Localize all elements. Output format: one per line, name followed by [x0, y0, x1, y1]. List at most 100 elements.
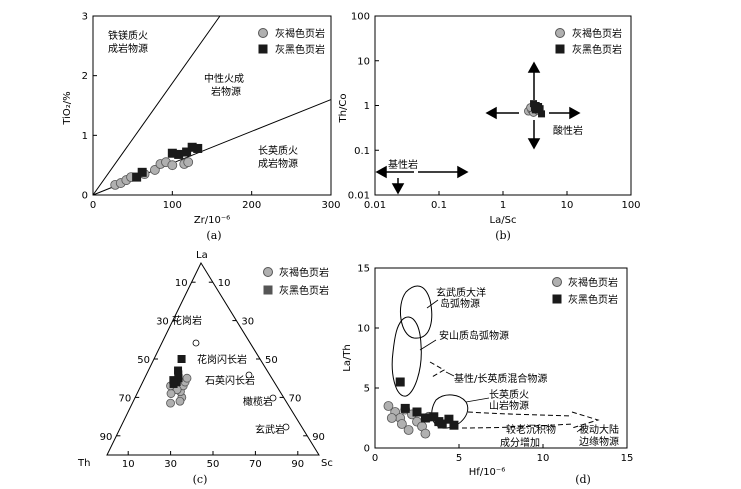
panel-a-xtick-label: 100 — [163, 200, 182, 211]
panel-a-black-point — [174, 149, 184, 159]
panel-b-ytick-label: 0.1 — [354, 146, 370, 157]
panel-a-y-label: TiO₂/% — [62, 91, 73, 125]
panel-a-xtick-label: 300 — [321, 200, 340, 211]
panel-c-black-point — [169, 376, 178, 385]
panel-d-trend-lower — [461, 423, 573, 429]
panel-a-field-mafic-2: 成岩物源 — [108, 42, 148, 55]
panel-d-legend-black-marker — [552, 294, 562, 304]
panel-b-black-point — [530, 104, 538, 112]
panel-d-passive-margin-2: 边缘物源 — [579, 435, 619, 448]
panel-a-legend-gray-marker — [258, 28, 268, 38]
panel-c-apex-sc: Sc — [321, 458, 333, 469]
panel-b-acid-arrows — [485, 61, 581, 150]
panel-a-field-felsic-2: 成岩物源 — [258, 157, 298, 170]
panel-d-passive-margin-1: 被动大陆 — [579, 423, 619, 436]
panel-c-left-tick-label: 50 — [137, 355, 150, 366]
panel-c-apex-th: Th — [77, 458, 90, 469]
panel-a-frame — [92, 15, 332, 196]
panel-a-xtick-label: 200 — [242, 200, 261, 211]
panel-d-legend-gray-marker — [552, 277, 562, 287]
panel-c-gray-point — [182, 373, 192, 383]
panel-c-gray-point — [175, 396, 185, 406]
panel-d-ytick-label: 15 — [357, 264, 370, 275]
panel-a-black-point — [182, 147, 192, 157]
panel-b-basic-label: 基性岩 — [388, 158, 418, 171]
panel-d-black-point — [400, 403, 410, 413]
panel-b-xtick-label: 100 — [621, 200, 640, 211]
panel-c-right-tick-label: 10 — [218, 278, 231, 289]
panel-a-gray-point — [149, 165, 160, 175]
panel-c-left-tick-label: 30 — [156, 317, 169, 328]
panel-a-legend-black-marker — [258, 44, 268, 54]
panel-c-bottom-tick-label: 50 — [207, 459, 220, 470]
panel-d-oceanic-arc-1: 玄武质大洋 — [436, 286, 486, 299]
panel-d-xtick-label: 10 — [537, 453, 550, 464]
panel-d-gray-point — [420, 428, 431, 439]
panel-c-left-tick-label: 90 — [100, 432, 113, 443]
panel-d-x-label: Hf/10⁻⁶ — [469, 467, 505, 478]
panel-a-field-felsic-1: 长英质火 — [258, 144, 298, 157]
panel-c-legend-gray-marker — [263, 267, 273, 277]
panel-d-oceanic-arc-2: 岛弧物源 — [440, 297, 480, 310]
panel-c-points — [166, 355, 192, 408]
panel-d-pointers — [419, 299, 585, 433]
panel-d-dashed-lines — [429, 361, 600, 429]
panel-a-xtick-label: 0 — [90, 200, 96, 211]
panel-d-legend-black: 灰黑色页岩 — [568, 293, 618, 306]
panel-c-legend-black-marker — [263, 285, 273, 295]
panel-b-ticks: 0.01 0.1 1 10 100 0.01 0.1 1 10 100 — [348, 12, 641, 212]
panel-c-left-tick-label: 70 — [118, 393, 131, 404]
panel-c-bottom-tick-label: 10 — [122, 459, 135, 470]
panel-b-caption: (b) — [495, 229, 511, 242]
panel-c-right-tick-label: 70 — [289, 393, 302, 404]
panel-d-black-point — [444, 414, 454, 424]
panel-c-right-tick-label: 90 — [312, 432, 325, 443]
panel-a-black-point — [167, 148, 177, 158]
panel-a-legend: 灰褐色页岩 灰黑色页岩 — [258, 27, 325, 56]
panel-c-olivine-marker — [269, 394, 277, 402]
panel-b-y-label: Th/Co — [338, 94, 349, 124]
panel-b-black-point — [538, 110, 546, 118]
panel-d-felsic-volcanic-1: 长英质火 — [489, 388, 529, 401]
panel-b-ytick-label: 0.01 — [348, 191, 370, 202]
panel-d-ytick-label: 5 — [364, 384, 370, 395]
panel-d-points — [383, 377, 459, 439]
panel-a-field-intermediate-1: 中性火成 — [204, 72, 244, 85]
panel-b-black-point — [536, 105, 544, 113]
panel-a-ytick-label: 1 — [82, 131, 88, 142]
panel-d-ticks: 0 5 10 15 0 5 10 15 — [357, 264, 633, 465]
panel-c-apex-la: La — [196, 250, 208, 261]
panel-b-xtick-label: 0.1 — [431, 200, 447, 211]
panel-a-ytick-label: 0 — [82, 191, 88, 202]
panel-c-right-tick-label: 30 — [241, 317, 254, 328]
panel-b-legend-black-marker — [555, 44, 565, 54]
panel-c-legend-black: 灰黑色页岩 — [279, 284, 329, 297]
panel-c-bottom-tick-label: 30 — [164, 459, 177, 470]
panel-b-legend-gray-marker — [555, 28, 565, 38]
panel-a-gray-point — [183, 157, 194, 168]
panel-d-black-point — [420, 413, 430, 423]
panel-c-granodiorite: 花岗闪长岩 — [197, 353, 247, 366]
panel-d-mixed-source: 基性/长英质混合物源 — [454, 372, 547, 385]
panel-d-black-point — [412, 407, 422, 417]
panel-a-ticks: 0 100 200 300 0 1 2 3 — [82, 12, 341, 212]
panel-b-xtick-label: 10 — [561, 200, 574, 211]
panel-b-acid-label: 酸性岩 — [553, 124, 583, 137]
panel-a-field-intermediate-2: 岩物源 — [211, 85, 241, 98]
panel-d-andesitic-arc-field — [391, 316, 422, 397]
panel-b-ytick-label: 100 — [351, 12, 370, 23]
panel-d-y-label: La/Th — [342, 344, 353, 372]
panel-d-oceanic-arc-field — [399, 285, 433, 339]
panel-d-gray-point — [386, 413, 397, 423]
panel-d-gray-point — [396, 419, 407, 429]
panel-d-trend-upper — [467, 411, 573, 417]
panel-d-andesitic-arc: 安山质岛弧物源 — [439, 329, 509, 342]
panel-d-ytick-label: 0 — [364, 444, 370, 455]
panel-d-gray-point — [383, 401, 394, 411]
panel-d-xtick-label: 0 — [372, 453, 378, 464]
panel-b-legend-black: 灰黑色页岩 — [572, 43, 622, 56]
panel-c-left-tick-label: 10 — [175, 278, 188, 289]
panel-a-x-label: Zr/10⁻⁶ — [194, 215, 230, 226]
panel-d-legend: 灰褐色页岩 灰黑色页岩 — [552, 276, 618, 306]
